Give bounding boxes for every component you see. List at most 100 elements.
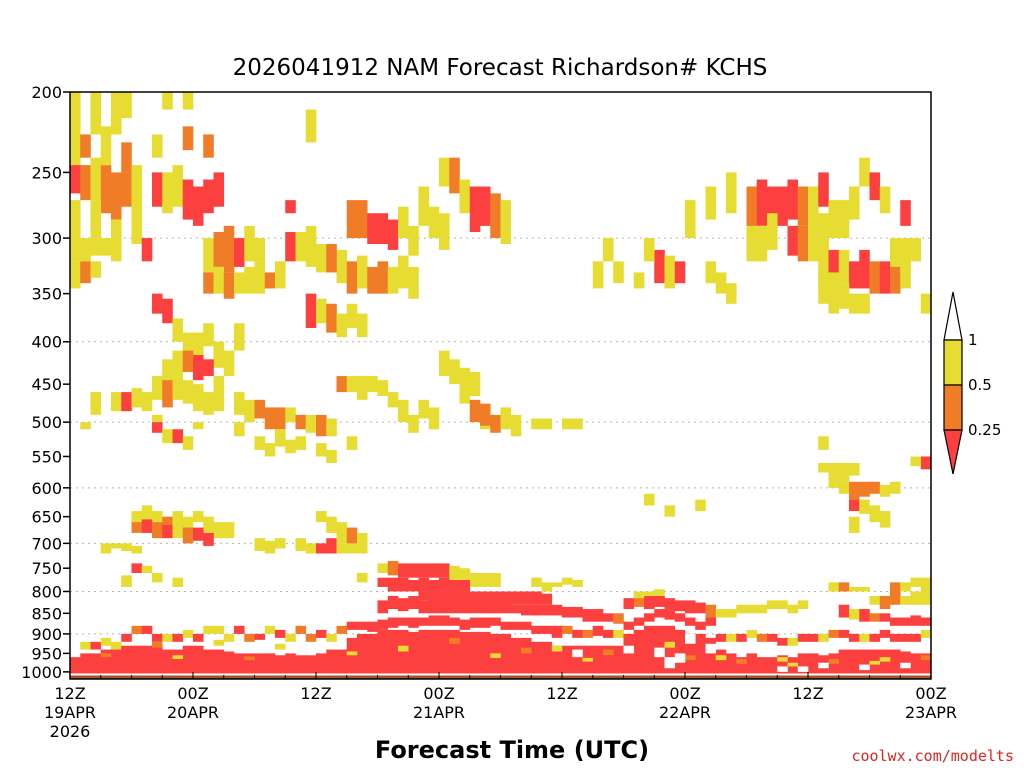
ri-cell bbox=[900, 200, 911, 226]
ri-cell bbox=[234, 392, 245, 415]
ri-cell bbox=[223, 272, 235, 299]
ri-cell bbox=[70, 238, 81, 262]
ri-cell bbox=[182, 92, 194, 110]
ri-cell bbox=[80, 238, 91, 262]
ri-cell bbox=[685, 655, 696, 661]
ri-cell bbox=[162, 380, 173, 408]
ri-cell bbox=[449, 629, 460, 676]
ri-cell bbox=[428, 629, 440, 676]
ri-cell bbox=[674, 613, 686, 622]
ri-cell bbox=[664, 505, 676, 517]
ri-cell bbox=[849, 649, 860, 676]
ri-cell bbox=[162, 429, 173, 444]
ri-cell bbox=[121, 543, 132, 551]
ri-cell bbox=[551, 604, 563, 616]
ri-cell bbox=[172, 633, 184, 642]
ri-cell bbox=[80, 641, 91, 650]
ri-cell bbox=[244, 399, 255, 423]
ri-cell bbox=[449, 359, 460, 385]
ri-cell bbox=[838, 582, 850, 592]
ri-cell bbox=[828, 629, 840, 638]
ri-cell bbox=[592, 609, 604, 622]
ri-cell bbox=[152, 572, 163, 583]
ri-cell bbox=[111, 92, 122, 135]
ri-cell bbox=[695, 602, 706, 614]
gap-cell bbox=[818, 662, 829, 669]
ri-cell bbox=[213, 625, 225, 634]
ri-cell bbox=[633, 272, 645, 289]
ri-cell bbox=[326, 303, 337, 333]
ri-cell bbox=[531, 591, 542, 605]
gap-cell bbox=[777, 666, 788, 672]
ri-cell bbox=[695, 633, 706, 676]
ri-cell bbox=[254, 633, 266, 640]
ri-cell bbox=[234, 422, 245, 437]
ri-cell bbox=[469, 399, 481, 423]
ri-cell bbox=[275, 261, 286, 289]
ri-cell bbox=[90, 200, 102, 239]
ri-cell bbox=[756, 657, 768, 676]
ri-cell bbox=[869, 660, 881, 665]
ri-cell bbox=[859, 586, 870, 592]
y-tick-label: 750 bbox=[31, 559, 62, 578]
ri-cell bbox=[326, 538, 337, 554]
ri-cell bbox=[213, 649, 225, 676]
ri-cell bbox=[859, 157, 870, 187]
legend-label: 1 bbox=[968, 331, 978, 349]
ri-cell bbox=[879, 613, 891, 622]
ri-cell bbox=[152, 641, 163, 648]
ri-cell bbox=[521, 591, 532, 605]
ri-cell bbox=[70, 165, 81, 194]
ri-cell bbox=[305, 293, 317, 328]
ri-cell bbox=[111, 219, 122, 239]
gap-cell bbox=[654, 647, 665, 658]
ri-cell bbox=[654, 249, 665, 284]
ri-cell bbox=[223, 651, 235, 676]
ri-cell bbox=[193, 645, 204, 676]
ri-cell bbox=[398, 255, 409, 289]
ri-cell bbox=[736, 657, 747, 676]
ri-cell bbox=[70, 92, 81, 135]
ri-cell bbox=[439, 602, 450, 614]
ri-cell bbox=[869, 261, 881, 294]
ri-cell bbox=[234, 653, 245, 676]
ri-cell bbox=[121, 172, 132, 207]
credit-text: coolwx.com/modelts bbox=[851, 747, 1014, 765]
ri-cell bbox=[818, 238, 829, 284]
ri-cell bbox=[80, 653, 91, 676]
ri-cell bbox=[869, 172, 881, 201]
ri-cell bbox=[521, 647, 532, 654]
ri-cell bbox=[480, 572, 491, 587]
ri-cell bbox=[316, 653, 327, 676]
ri-cell bbox=[449, 580, 460, 592]
ri-cell bbox=[510, 621, 522, 630]
ri-cell bbox=[244, 225, 255, 262]
ri-cell bbox=[152, 134, 163, 158]
ri-cell bbox=[285, 407, 296, 423]
ri-cell bbox=[213, 639, 225, 646]
ri-cell bbox=[305, 414, 317, 433]
y-tick-label: 950 bbox=[31, 644, 62, 663]
gap-cell bbox=[664, 657, 676, 669]
ri-cell bbox=[387, 266, 399, 294]
ri-cell bbox=[890, 633, 901, 642]
ri-cell bbox=[80, 165, 91, 201]
ri-cell bbox=[357, 572, 368, 583]
ri-cell bbox=[346, 436, 358, 450]
ri-cell bbox=[439, 213, 450, 250]
x-tick-label: 00Z bbox=[423, 684, 454, 703]
ri-cell bbox=[264, 625, 276, 634]
ri-cell bbox=[305, 225, 317, 250]
ri-cell bbox=[100, 649, 112, 676]
ri-cell bbox=[213, 522, 225, 539]
ri-cell bbox=[746, 604, 758, 614]
ri-cell bbox=[644, 238, 655, 262]
ri-cell bbox=[592, 261, 604, 289]
ri-cell bbox=[254, 436, 266, 450]
ri-cell bbox=[439, 629, 450, 676]
ri-cell bbox=[275, 655, 286, 676]
ri-cell bbox=[890, 238, 901, 267]
ri-cell bbox=[244, 653, 255, 676]
ri-cell bbox=[418, 577, 430, 592]
